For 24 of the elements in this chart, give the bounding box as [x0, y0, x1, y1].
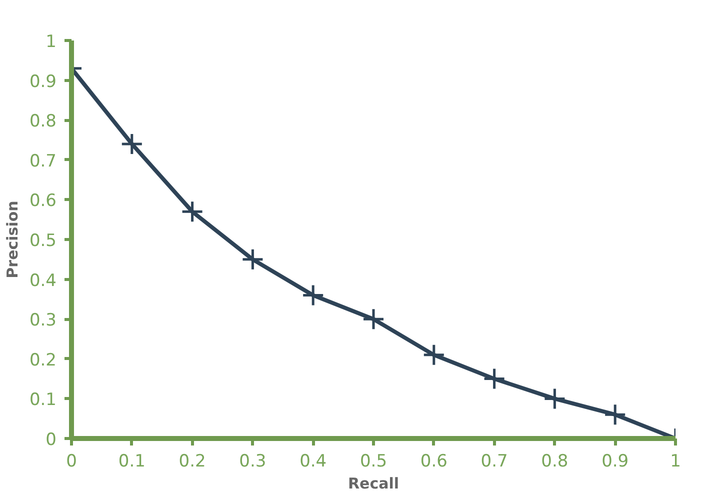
y-tick-label: 0.4 — [29, 270, 57, 291]
y-tick-label: 0 — [46, 430, 57, 450]
y-tick-label: 0.5 — [29, 231, 57, 251]
x-tick-label: 0.5 — [360, 452, 388, 472]
y-tick-label: 0.2 — [29, 350, 57, 370]
x-tick-label: 0.2 — [178, 452, 206, 472]
y-tick-label: 0.1 — [29, 390, 57, 410]
y-tick-label: 0.7 — [29, 151, 57, 172]
x-tick-label: 0.8 — [541, 452, 568, 472]
y-tick-label: 0.6 — [29, 191, 57, 212]
x-tick-label: 0.9 — [602, 452, 629, 472]
x-tick-label: 1 — [670, 452, 681, 472]
y-axis-title: Precision — [3, 200, 22, 278]
y-tick-label: 0.8 — [29, 112, 57, 132]
x-tick-label: 0 — [66, 452, 77, 472]
x-tick-label: 0.1 — [118, 452, 146, 472]
y-tick-label: 0.3 — [29, 310, 57, 331]
x-tick-label: 0.3 — [239, 452, 266, 472]
x-tick-label: 0.4 — [300, 452, 327, 472]
x-tick-label: 0.7 — [480, 452, 508, 472]
x-tick-label: 0.6 — [420, 452, 448, 472]
x-axis-title: Recall — [348, 474, 400, 492]
y-tick-label: 0.9 — [29, 72, 57, 92]
y-tick-label: 1 — [46, 32, 57, 52]
